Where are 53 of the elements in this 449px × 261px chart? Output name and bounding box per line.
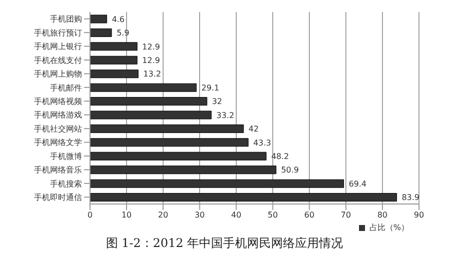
x-tick-label: 30 bbox=[194, 210, 205, 220]
y-tick-label: 手机微博 bbox=[50, 152, 82, 161]
y-tick-label: 手机团购 bbox=[50, 14, 82, 24]
x-tick-label: 20 bbox=[158, 210, 168, 220]
x-tick-label: 60 bbox=[304, 210, 314, 220]
x-tick-label: 70 bbox=[340, 210, 351, 220]
y-tick-label: 手机搜索 bbox=[50, 179, 82, 188]
x-tick-label: 40 bbox=[231, 210, 242, 220]
data-label: 5.9 bbox=[116, 28, 130, 38]
y-tick-label: 手机网络文学 bbox=[34, 138, 82, 148]
data-label: 69.4 bbox=[348, 179, 367, 188]
data-label: 4.6 bbox=[112, 14, 125, 24]
bar bbox=[90, 138, 249, 147]
data-label: 33.2 bbox=[216, 110, 234, 120]
x-tick-label: 0 bbox=[87, 210, 93, 220]
data-label: 50.9 bbox=[281, 166, 299, 175]
bar bbox=[90, 56, 138, 64]
x-tick-label: 80 bbox=[377, 210, 388, 220]
y-tick-label: 手机网络音乐 bbox=[34, 166, 82, 175]
data-label: 12.9 bbox=[142, 42, 160, 52]
data-label: 29.1 bbox=[201, 83, 220, 92]
text: 图 1-2：2012 年中国手机网民网络应用情况 bbox=[104, 235, 344, 252]
bar bbox=[90, 124, 244, 133]
y-tick-label: 手机网上购物 bbox=[34, 70, 82, 79]
bar bbox=[90, 179, 344, 188]
bar bbox=[90, 193, 397, 202]
data-label: 43.3 bbox=[253, 138, 272, 148]
bar bbox=[90, 42, 138, 51]
y-tick-label: 手机即时通信 bbox=[34, 192, 82, 202]
legend-label: 占比（%） bbox=[369, 223, 409, 232]
y-tick-label: 手机在线支付 bbox=[34, 56, 82, 65]
bar bbox=[90, 110, 212, 120]
y-tick-label: 手机社交网站 bbox=[34, 124, 82, 134]
data-label: 32 bbox=[212, 97, 222, 106]
y-tick-label: 手机邮件 bbox=[50, 83, 82, 92]
bar bbox=[90, 152, 266, 160]
bar bbox=[90, 166, 276, 174]
bar bbox=[90, 83, 197, 92]
data-label: 13.2 bbox=[143, 70, 162, 79]
data-label: 12.9 bbox=[142, 56, 160, 65]
data-label: 42 bbox=[248, 124, 259, 134]
data-label: 83.9 bbox=[402, 193, 420, 202]
x-tick-label: 50 bbox=[268, 210, 278, 220]
y-tick-label: 手机旅行预订 bbox=[34, 28, 82, 38]
bar bbox=[90, 28, 112, 37]
x-tick-label: 90 bbox=[414, 210, 424, 220]
bar bbox=[90, 70, 139, 78]
y-tick-label: 手机网上银行 bbox=[34, 42, 82, 52]
bar bbox=[90, 14, 108, 24]
y-tick-label: 手机网络游戏 bbox=[34, 110, 82, 120]
x-tick-label: 10 bbox=[121, 210, 132, 220]
y-tick-label: 手机网络视频 bbox=[34, 96, 82, 106]
bar bbox=[90, 97, 208, 106]
